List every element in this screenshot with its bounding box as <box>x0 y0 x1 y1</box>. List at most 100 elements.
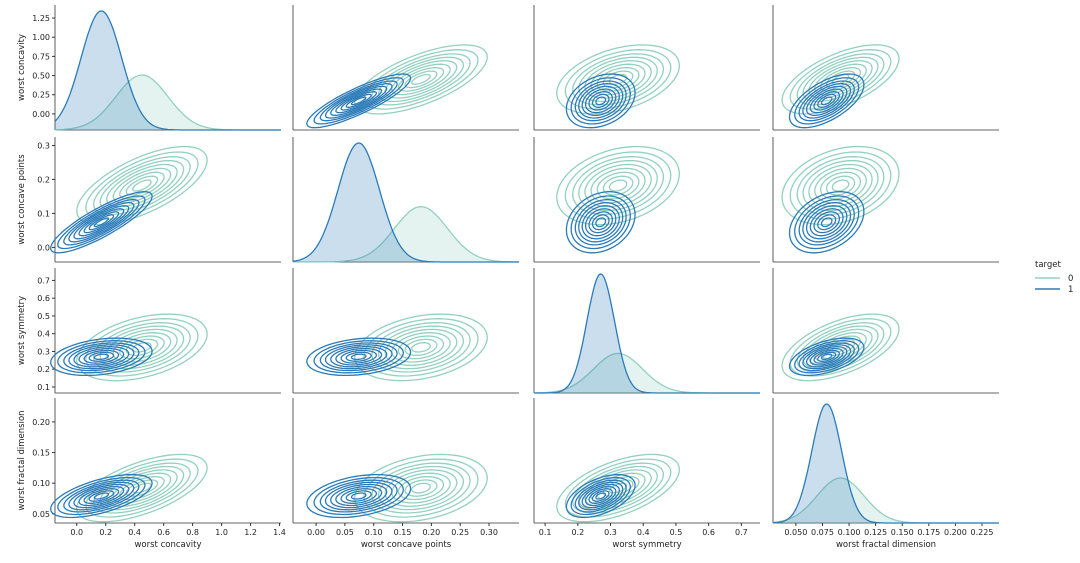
y-tick-label: 0.3 <box>37 347 50 356</box>
kde-contour <box>808 163 873 208</box>
x-tick-label: 0.6 <box>157 528 170 537</box>
kde-contour <box>578 202 624 243</box>
kde-contour <box>564 151 672 220</box>
kde-contour <box>570 476 631 516</box>
kde-contour <box>572 156 665 216</box>
kde-contour <box>83 488 120 504</box>
kde-contour <box>57 476 146 516</box>
kde-contour <box>825 175 856 196</box>
kde-contour <box>345 351 372 362</box>
kde-contour <box>564 49 672 110</box>
kde-contour <box>112 332 172 363</box>
kde-contour <box>76 453 208 523</box>
x-tick-label: 0.100 <box>838 528 861 537</box>
kde-contour <box>802 56 879 103</box>
y-axis-label: worst concavity <box>17 34 27 101</box>
kde-contour <box>73 483 130 509</box>
kde-contour <box>565 473 636 519</box>
kde-contour <box>813 91 841 111</box>
kde-contour <box>581 483 620 509</box>
kde-contour <box>819 171 862 200</box>
kde-contour <box>330 85 388 116</box>
kde-contour <box>781 44 900 115</box>
kde-contour <box>397 335 445 360</box>
kde-contour <box>781 313 900 382</box>
kde-line <box>293 206 519 263</box>
kde-contour <box>570 195 631 250</box>
kde-contour <box>588 488 614 504</box>
kde-contour <box>313 340 404 374</box>
y-axis-label: worst symmetry <box>17 296 27 365</box>
kde-contour <box>796 322 885 373</box>
kde-contour <box>404 70 438 89</box>
x-axis-label: worst concavity <box>134 540 201 550</box>
kde-contour <box>570 77 631 125</box>
kde-contour <box>350 353 367 361</box>
kde-contour <box>564 458 672 518</box>
kde-contour <box>565 191 636 254</box>
x-tick-label: 0.0 <box>70 528 83 537</box>
kde-contour <box>591 490 610 502</box>
kde-contour <box>371 462 471 514</box>
kde-contour <box>132 179 152 192</box>
kde-contour <box>798 80 855 122</box>
kde-contour <box>798 199 855 246</box>
kde-contour <box>50 473 153 519</box>
kde-contour <box>324 83 393 119</box>
kde-contour <box>788 337 865 377</box>
y-tick-label: 0.1 <box>37 209 50 218</box>
y-tick-label: 0.10 <box>32 479 50 488</box>
kde-contour <box>306 73 412 129</box>
x-tick-label: 0.3 <box>604 528 617 537</box>
y-tick-label: 0.5 <box>37 312 50 321</box>
kde-contour <box>788 191 865 254</box>
kde-contour <box>384 328 458 366</box>
kde-contour <box>78 485 125 507</box>
kde-line <box>772 403 999 524</box>
kde-line <box>54 10 281 131</box>
kde-contour <box>581 205 620 240</box>
kde-contour <box>578 159 658 212</box>
x-tick-label: 0.200 <box>944 528 967 537</box>
kde-contour <box>313 77 404 125</box>
kde-contour <box>794 340 860 374</box>
kde-contour <box>602 175 634 196</box>
kde-contour <box>814 167 867 204</box>
kde-contour <box>384 469 458 507</box>
kde-contour <box>819 67 862 92</box>
kde-contour <box>88 490 115 502</box>
x-tick-label: 0.125 <box>864 528 887 537</box>
kde-contour <box>404 479 438 497</box>
kde-contour <box>596 171 640 200</box>
kde-contour <box>813 349 841 364</box>
kde-contour <box>112 167 172 204</box>
legend-label: 1 <box>1068 285 1073 295</box>
x-tick-label: 0.4 <box>637 528 650 537</box>
y-tick-label: 1.25 <box>32 14 50 23</box>
x-tick-label: 0.150 <box>891 528 914 537</box>
x-tick-label: 0.8 <box>186 528 199 537</box>
x-tick-label: 0.175 <box>917 528 940 537</box>
kde-contour <box>78 208 125 237</box>
kde-area <box>55 75 281 130</box>
kde-contour <box>313 476 404 516</box>
y-tick-label: 0.15 <box>32 449 50 458</box>
kde-contour <box>345 93 372 108</box>
kde-contour <box>788 73 865 129</box>
kde-contour <box>556 145 681 226</box>
kde-contour <box>319 80 398 122</box>
kde-contour <box>57 340 146 374</box>
kde-contour <box>802 344 852 370</box>
kde-contour <box>802 202 852 243</box>
kde-contour <box>371 322 471 373</box>
kde-contour <box>88 351 115 362</box>
x-axis-label: worst concave points <box>361 540 452 550</box>
y-axis-label: worst concave points <box>17 154 27 245</box>
kde-contour <box>93 492 110 500</box>
kde-contour <box>340 488 378 504</box>
kde-contour <box>76 313 208 382</box>
y-tick-label: 0.3 <box>37 141 50 150</box>
kde-contour <box>572 53 665 106</box>
kde-contour <box>781 145 900 226</box>
